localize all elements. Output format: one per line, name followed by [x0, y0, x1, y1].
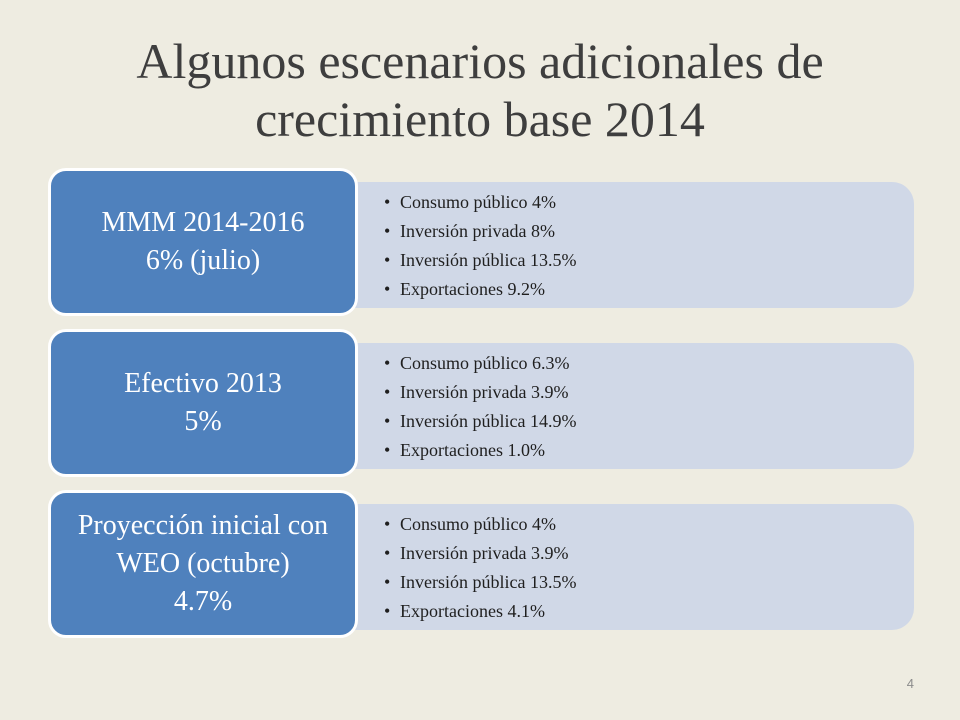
scenario-details-list: Consumo público 6.3% Inversión privada 3…: [384, 349, 576, 465]
scenario-detail-item: Inversión privada 3.9%: [384, 539, 576, 568]
scenario-label-box: Efectivo 2013 5%: [48, 329, 358, 477]
scenario-detail-item: Exportaciones 1.0%: [384, 436, 576, 465]
scenario-label: Efectivo 2013: [124, 368, 282, 399]
scenario-detail-item: Inversión pública 13.5%: [384, 568, 576, 597]
scenario-value: 4.7%: [173, 586, 233, 617]
scenario-label: MMM 2014-2016: [101, 207, 305, 238]
slide-title: Algunos escenarios adicionales de crecim…: [40, 32, 920, 148]
scenario-detail-item: Inversión privada 3.9%: [384, 378, 576, 407]
scenario-detail-item: Inversión pública 13.5%: [384, 246, 576, 275]
scenario-detail-item: Consumo público 4%: [384, 510, 576, 539]
scenario-label: Proyección inicial con WEO (octubre): [77, 510, 329, 579]
scenario-detail-item: Exportaciones 4.1%: [384, 597, 576, 626]
scenario-details-list: Consumo público 4% Inversión privada 3.9…: [384, 510, 576, 626]
page-number: 4: [906, 676, 914, 691]
scenario-detail-item: Consumo público 4%: [384, 188, 576, 217]
slide-title-line-1: Algunos escenarios adicionales de: [136, 33, 824, 89]
scenario-value: 5%: [184, 406, 222, 437]
scenario-label-box: Proyección inicial con WEO (octubre) 4.7…: [48, 490, 358, 638]
scenario-detail-item: Inversión privada 8%: [384, 217, 576, 246]
scenario-row-weo: Consumo público 4% Inversión privada 3.9…: [40, 490, 920, 640]
scenario-row-mmm: Consumo público 4% Inversión privada 8% …: [40, 168, 920, 318]
scenario-value: 6% (julio): [145, 245, 261, 276]
scenario-detail-item: Exportaciones 9.2%: [384, 275, 576, 304]
scenario-details-list: Consumo público 4% Inversión privada 8% …: [384, 188, 576, 304]
scenario-label-box: MMM 2014-2016 6% (julio): [48, 168, 358, 316]
scenario-detail-item: Inversión pública 14.9%: [384, 407, 576, 436]
scenario-detail-item: Consumo público 6.3%: [384, 349, 576, 378]
scenario-row-efectivo: Consumo público 6.3% Inversión privada 3…: [40, 329, 920, 479]
slide-title-line-2: crecimiento base 2014: [255, 91, 705, 147]
